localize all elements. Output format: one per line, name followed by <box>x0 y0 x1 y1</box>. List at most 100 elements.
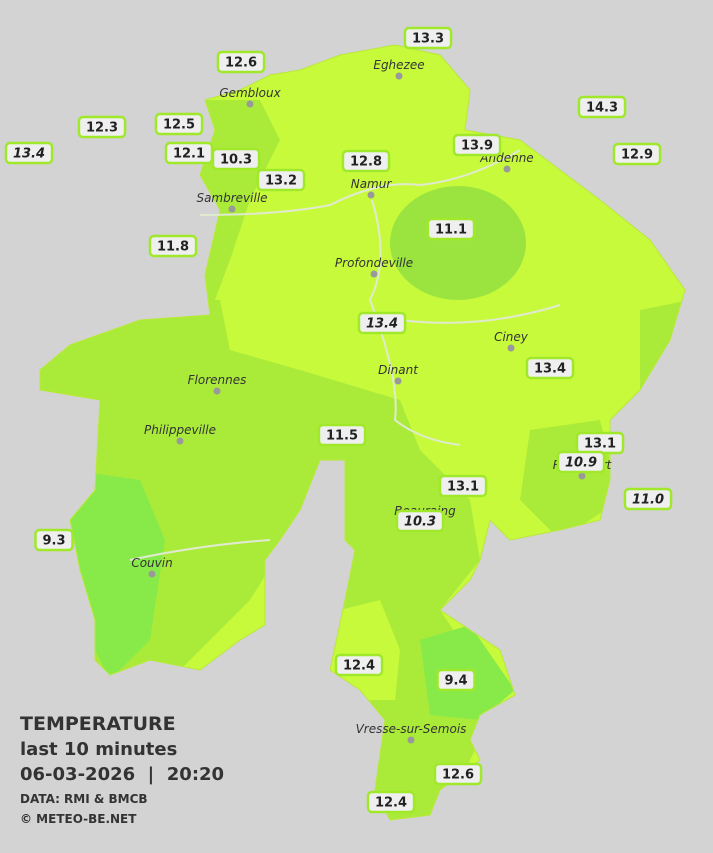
station: 12.3 <box>77 115 127 139</box>
station: 10.3 <box>211 147 261 171</box>
station-value: 10.9 <box>565 456 597 471</box>
station-value: 9.3 <box>42 534 65 549</box>
station-box <box>577 95 627 119</box>
station: 12.4 <box>366 790 416 814</box>
city-dot <box>578 472 586 480</box>
city-dot <box>395 72 403 80</box>
station: 12.5 <box>154 112 204 136</box>
station: 13.1 <box>438 474 488 498</box>
station: 11.5 <box>317 423 367 447</box>
station-value: 12.1 <box>173 147 205 162</box>
station-value: 13.3 <box>412 32 444 47</box>
station: 12.1 <box>164 141 214 165</box>
station-box <box>366 790 416 814</box>
city-dot <box>176 437 184 445</box>
city-name: Profondeville <box>335 256 413 270</box>
station-value: 12.6 <box>225 56 257 71</box>
city-name: Philippeville <box>144 423 216 437</box>
station-box <box>357 311 407 335</box>
city-name: Vresse-sur-Semois <box>356 722 467 736</box>
station-box <box>317 423 367 447</box>
station-box <box>436 668 476 692</box>
station-box <box>256 168 306 192</box>
station-value: 11.0 <box>632 493 664 508</box>
city-name: Couvin <box>131 556 172 570</box>
station-value: 13.4 <box>13 147 45 162</box>
station: 12.6 <box>433 762 483 786</box>
station: 13.4 <box>525 356 575 380</box>
station: 13.9 <box>452 133 502 157</box>
station: 13.3 <box>403 26 453 50</box>
legend-block: TEMPERATURE last 10 minutes 06-03-2026 |… <box>20 713 224 826</box>
station: 12.9 <box>612 142 662 166</box>
station: 13.4 <box>357 311 407 335</box>
station: 12.4 <box>334 653 384 677</box>
station-value: 9.4 <box>444 674 467 689</box>
station-value: 10.3 <box>220 153 252 168</box>
rivers <box>129 149 561 561</box>
station-value: 11.8 <box>157 240 189 255</box>
station-value: 13.1 <box>447 480 479 495</box>
city-name: Florennes <box>188 373 247 387</box>
station: 10.9 <box>556 450 606 474</box>
city-name: Sambreville <box>196 191 267 205</box>
station-box <box>216 50 266 74</box>
station-box <box>426 217 476 241</box>
station-box <box>623 487 673 511</box>
station-value: 13.2 <box>265 174 297 189</box>
station-value: 10.3 <box>404 515 436 530</box>
station-value: 13.4 <box>366 317 398 332</box>
station-box <box>395 509 445 533</box>
city-name: Ciney <box>494 330 529 344</box>
datetime: 06-03-2026 | 20:20 <box>20 764 224 785</box>
station-value: 12.6 <box>442 768 474 783</box>
station-box <box>211 147 261 171</box>
station-box <box>403 26 453 50</box>
station-value: 12.5 <box>163 118 195 133</box>
station-box <box>525 356 575 380</box>
city-dot <box>148 570 156 578</box>
city-dot <box>503 165 511 173</box>
city-dot <box>213 387 221 395</box>
city-dot <box>394 377 402 385</box>
city-dot <box>370 270 378 278</box>
station-value: 13.4 <box>534 362 566 377</box>
station: 13.2 <box>256 168 306 192</box>
title: TEMPERATURE <box>20 713 176 735</box>
station-box <box>452 133 502 157</box>
station: 12.8 <box>341 149 391 173</box>
station-box <box>34 528 74 552</box>
station-box <box>556 450 606 474</box>
subtitle: last 10 minutes <box>20 739 177 760</box>
station-box <box>438 474 488 498</box>
station-box <box>77 115 127 139</box>
station-value: 11.1 <box>435 223 467 238</box>
station-box <box>4 141 54 165</box>
city-name: Dinant <box>378 363 419 377</box>
source: DATA: RMI & BMCB <box>20 792 148 806</box>
station: 11.1 <box>426 217 476 241</box>
station: 9.3 <box>34 528 74 552</box>
station: 13.1 <box>575 431 625 455</box>
station-value: 13.1 <box>584 437 616 452</box>
station-value: 12.3 <box>86 121 118 136</box>
station-box <box>148 234 198 258</box>
station-value: 14.3 <box>586 101 618 116</box>
credit: © METEO-BE.NET <box>20 812 137 826</box>
station-value: 13.9 <box>461 139 493 154</box>
station-box <box>612 142 662 166</box>
station: 12.6 <box>216 50 266 74</box>
station-box <box>433 762 483 786</box>
city-dot <box>507 344 515 352</box>
station-value: 12.4 <box>343 659 375 674</box>
station-value: 12.4 <box>375 796 407 811</box>
city-name: Eghezee <box>373 58 424 72</box>
city-name: Gembloux <box>219 86 281 100</box>
city-name: Namur <box>351 177 393 191</box>
station: 14.3 <box>577 95 627 119</box>
station: 13.4 <box>4 141 54 165</box>
station-value: 12.8 <box>350 155 382 170</box>
station-box <box>334 653 384 677</box>
station: 10.3 <box>395 509 445 533</box>
station: 9.4 <box>436 668 476 692</box>
